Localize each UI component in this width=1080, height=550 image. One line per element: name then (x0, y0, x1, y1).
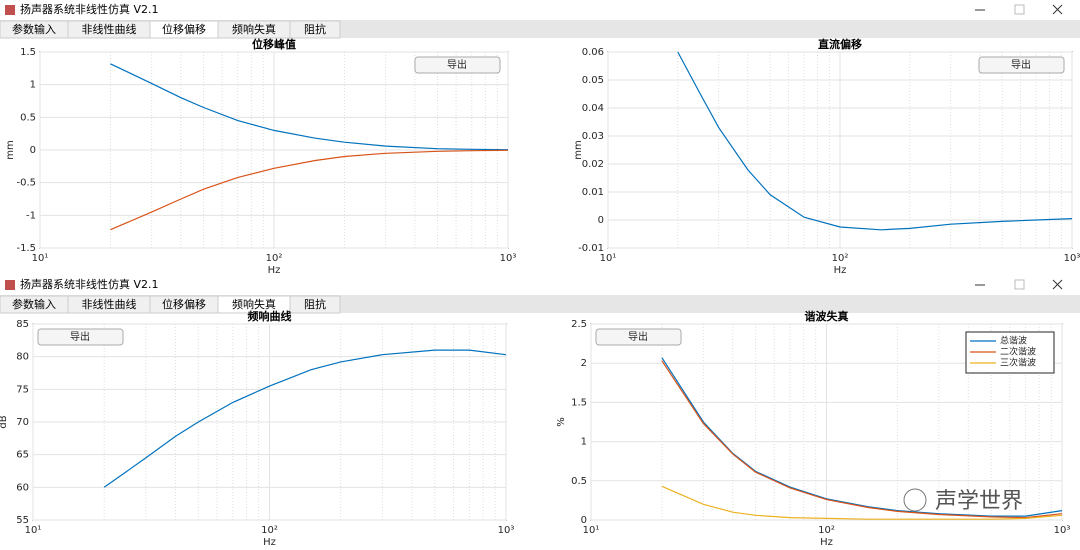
tab-label: 频响失真 (232, 297, 276, 311)
export-button-label: 导出 (628, 330, 648, 343)
x-tick-label: 10¹ (25, 525, 42, 536)
legend-label: 总谐波 (1000, 335, 1027, 347)
title-bar (0, 275, 1080, 295)
chart-title: 频响曲线 (248, 309, 292, 323)
window-title: 扬声器系统非线性仿真 V2.1 (20, 2, 159, 16)
y-tick-label: -1 (26, 210, 36, 221)
x-tick-label: 10³ (498, 525, 515, 536)
export-button[interactable] (978, 56, 1065, 74)
export-button-label: 导出 (447, 58, 467, 71)
app-icon (5, 5, 15, 15)
y-tick-label: 55 (16, 515, 29, 526)
x-axis-label: Hz (268, 265, 281, 276)
y-axis-label: mm (5, 140, 16, 159)
y-tick-label: 0 (581, 515, 587, 526)
y-tick-label: 1.5 (20, 47, 36, 58)
chart-title: 谐波失真 (805, 309, 849, 323)
y-tick-label: -0.01 (578, 243, 604, 254)
close[interactable] (1052, 279, 1063, 290)
export-button[interactable] (595, 328, 682, 346)
y-tick-label: 2 (581, 358, 587, 369)
window-title: 扬声器系统非线性仿真 V2.1 (20, 277, 159, 291)
tab-label: 参数输入 (12, 22, 56, 36)
y-tick-label: 70 (16, 417, 29, 428)
y-axis-label: mm (573, 140, 584, 159)
line-series (110, 63, 509, 151)
y-tick-label: 1 (581, 437, 587, 448)
y-tick-label: 0 (30, 145, 36, 156)
y-tick-label: 1 (30, 80, 36, 91)
x-tick-label: 10² (818, 525, 835, 536)
x-tick-label: 10³ (1054, 525, 1071, 536)
y-tick-label: 1.5 (571, 397, 587, 408)
y-tick-label: 0.5 (571, 476, 587, 487)
legend-label: 三次谐波 (1000, 357, 1036, 369)
tab-label: 阻抗 (304, 297, 326, 311)
x-axis-label: Hz (834, 265, 847, 276)
chart-title: 直流偏移 (818, 37, 862, 51)
y-tick-label: -0.5 (16, 178, 36, 189)
chart-title: 位移峰值 (252, 37, 296, 51)
tab-label: 位移偏移 (162, 297, 206, 311)
line-series (103, 349, 507, 488)
y-tick-label: 0.05 (582, 75, 604, 86)
y-tick-label: 80 (16, 352, 29, 363)
tab-label: 位移偏移 (162, 22, 206, 36)
x-tick-label: 10¹ (32, 253, 49, 264)
export-button[interactable] (414, 56, 501, 74)
export-button-label: 导出 (1011, 58, 1031, 71)
maximize[interactable] (1014, 4, 1025, 15)
line-series (661, 485, 1063, 520)
y-tick-label: 60 (16, 482, 29, 493)
y-axis-label: % (556, 417, 567, 427)
app-icon (5, 280, 15, 290)
x-tick-label: 10³ (500, 253, 517, 264)
tab-label: 参数输入 (12, 297, 56, 311)
maximize[interactable] (1014, 279, 1025, 290)
export-button-label: 导出 (70, 330, 90, 343)
close[interactable] (1052, 4, 1063, 15)
line-series (677, 51, 1073, 231)
y-tick-label: 85 (16, 319, 29, 330)
x-tick-label: 10¹ (583, 525, 600, 536)
tab[interactable] (289, 295, 341, 314)
legend-label: 二次谐波 (1000, 346, 1036, 358)
x-tick-label: 10² (261, 525, 278, 536)
y-tick-label: 0.03 (582, 131, 604, 142)
y-tick-label: 75 (16, 384, 29, 395)
x-tick-label: 10² (832, 253, 849, 264)
tab-label: 频响失真 (232, 22, 276, 36)
tab-label: 阻抗 (304, 22, 326, 36)
y-axis-label: dB (0, 415, 9, 428)
y-tick-label: 0.04 (582, 103, 604, 114)
y-tick-label: 0 (598, 215, 604, 226)
x-axis-label: Hz (820, 537, 833, 548)
tab-label: 非线性曲线 (82, 297, 137, 311)
x-tick-label: 10² (266, 253, 283, 264)
tab[interactable] (289, 20, 341, 39)
y-tick-label: 0.5 (20, 112, 36, 123)
watermark: 声学世界 (935, 489, 1023, 514)
watermark-icon (903, 488, 927, 512)
y-tick-label: -1.5 (16, 243, 36, 254)
title-bar (0, 0, 1080, 20)
x-axis-label: Hz (263, 537, 276, 548)
x-tick-label: 10³ (1064, 253, 1080, 264)
y-tick-label: 0.01 (582, 187, 604, 198)
y-tick-label: 65 (16, 450, 29, 461)
tab-label: 非线性曲线 (82, 22, 137, 36)
y-tick-label: 0.02 (582, 159, 604, 170)
line-series (110, 149, 509, 231)
export-button[interactable] (37, 328, 124, 346)
line-series (661, 360, 1063, 519)
y-tick-label: 2.5 (571, 319, 587, 330)
y-tick-label: 0.06 (582, 47, 604, 58)
x-tick-label: 10¹ (600, 253, 617, 264)
